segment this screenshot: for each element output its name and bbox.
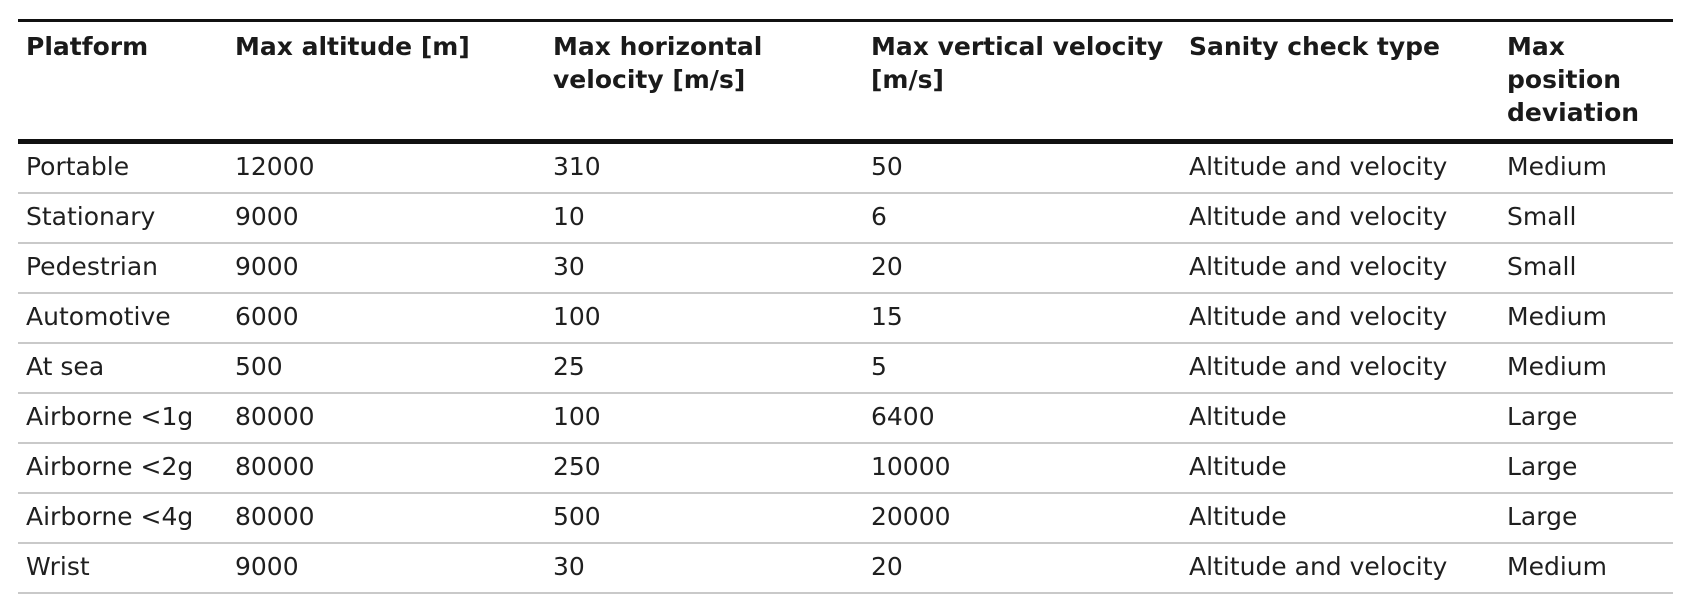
cell-max-altitude: 500	[227, 343, 545, 394]
cell-max-position-deviation: Medium	[1499, 343, 1673, 394]
table-row: Airborne <1g 80000 100 6400 Altitude Lar…	[18, 393, 1673, 444]
cell-max-vertical-velocity: 6400	[863, 393, 1181, 444]
cell-platform: Stationary	[18, 193, 227, 244]
cell-max-horizontal-velocity: 25	[545, 343, 863, 394]
cell-sanity-check-type: Altitude and velocity	[1181, 343, 1499, 394]
cell-max-altitude: 6000	[227, 293, 545, 344]
cell-sanity-check-type: Altitude and velocity	[1181, 193, 1499, 244]
cell-max-position-deviation: Small	[1499, 193, 1673, 244]
cell-platform: At sea	[18, 343, 227, 394]
table-body: Portable 12000 310 50 Altitude and veloc…	[18, 141, 1673, 594]
cell-sanity-check-type: Altitude and velocity	[1181, 293, 1499, 344]
table-header: Platform Max altitude [m] Max horizontal…	[18, 20, 1673, 144]
cell-max-vertical-velocity: 20000	[863, 493, 1181, 544]
cell-max-position-deviation: Large	[1499, 443, 1673, 494]
table-row: Portable 12000 310 50 Altitude and veloc…	[18, 141, 1673, 194]
cell-sanity-check-type: Altitude	[1181, 393, 1499, 444]
cell-max-vertical-velocity: 20	[863, 243, 1181, 294]
cell-max-position-deviation: Large	[1499, 493, 1673, 544]
cell-max-vertical-velocity: 20	[863, 543, 1181, 594]
table-row: At sea 500 25 5 Altitude and velocity Me…	[18, 343, 1673, 394]
cell-max-altitude: 12000	[227, 141, 545, 194]
header-max-vertical-velocity: Max vertical velocity [m/s]	[863, 20, 1181, 144]
cell-max-horizontal-velocity: 100	[545, 293, 863, 344]
cell-max-altitude: 80000	[227, 443, 545, 494]
header-sanity-check-type: Sanity check type	[1181, 20, 1499, 144]
cell-max-horizontal-velocity: 30	[545, 543, 863, 594]
table-row: Automotive 6000 100 15 Altitude and velo…	[18, 293, 1673, 344]
cell-max-horizontal-velocity: 100	[545, 393, 863, 444]
cell-max-position-deviation: Medium	[1499, 543, 1673, 594]
cell-platform: Pedestrian	[18, 243, 227, 294]
platform-limits-table: Platform Max altitude [m] Max horizontal…	[18, 19, 1673, 594]
cell-platform: Portable	[18, 141, 227, 194]
table-row: Pedestrian 9000 30 20 Altitude and veloc…	[18, 243, 1673, 294]
cell-sanity-check-type: Altitude	[1181, 443, 1499, 494]
cell-max-position-deviation: Medium	[1499, 293, 1673, 344]
cell-max-position-deviation: Medium	[1499, 141, 1673, 194]
cell-max-horizontal-velocity: 310	[545, 141, 863, 194]
platform-limits-table-container: Platform Max altitude [m] Max horizontal…	[18, 19, 1673, 594]
header-max-position-deviation: Max position deviation	[1499, 20, 1673, 144]
cell-max-horizontal-velocity: 10	[545, 193, 863, 244]
cell-max-vertical-velocity: 10000	[863, 443, 1181, 494]
cell-sanity-check-type: Altitude and velocity	[1181, 543, 1499, 594]
header-max-altitude: Max altitude [m]	[227, 20, 545, 144]
cell-max-vertical-velocity: 5	[863, 343, 1181, 394]
cell-max-altitude: 9000	[227, 243, 545, 294]
cell-max-horizontal-velocity: 250	[545, 443, 863, 494]
cell-max-horizontal-velocity: 30	[545, 243, 863, 294]
cell-sanity-check-type: Altitude	[1181, 493, 1499, 544]
cell-platform: Wrist	[18, 543, 227, 594]
table-row: Wrist 9000 30 20 Altitude and velocity M…	[18, 543, 1673, 594]
cell-sanity-check-type: Altitude and velocity	[1181, 243, 1499, 294]
table-row: Airborne <2g 80000 250 10000 Altitude La…	[18, 443, 1673, 494]
cell-platform: Airborne <1g	[18, 393, 227, 444]
cell-platform: Airborne <4g	[18, 493, 227, 544]
cell-max-altitude: 80000	[227, 393, 545, 444]
header-max-horizontal-velocity: Max horizontal velocity [m/s]	[545, 20, 863, 144]
table-row: Stationary 9000 10 6 Altitude and veloci…	[18, 193, 1673, 244]
cell-max-vertical-velocity: 50	[863, 141, 1181, 194]
table-row: Airborne <4g 80000 500 20000 Altitude La…	[18, 493, 1673, 544]
cell-max-horizontal-velocity: 500	[545, 493, 863, 544]
cell-platform: Airborne <2g	[18, 443, 227, 494]
cell-max-altitude: 9000	[227, 543, 545, 594]
header-row: Platform Max altitude [m] Max horizontal…	[18, 20, 1673, 144]
cell-max-position-deviation: Large	[1499, 393, 1673, 444]
cell-max-position-deviation: Small	[1499, 243, 1673, 294]
cell-platform: Automotive	[18, 293, 227, 344]
cell-max-altitude: 9000	[227, 193, 545, 244]
header-platform: Platform	[18, 20, 227, 144]
cell-max-vertical-velocity: 6	[863, 193, 1181, 244]
cell-sanity-check-type: Altitude and velocity	[1181, 141, 1499, 194]
cell-max-altitude: 80000	[227, 493, 545, 544]
cell-max-vertical-velocity: 15	[863, 293, 1181, 344]
